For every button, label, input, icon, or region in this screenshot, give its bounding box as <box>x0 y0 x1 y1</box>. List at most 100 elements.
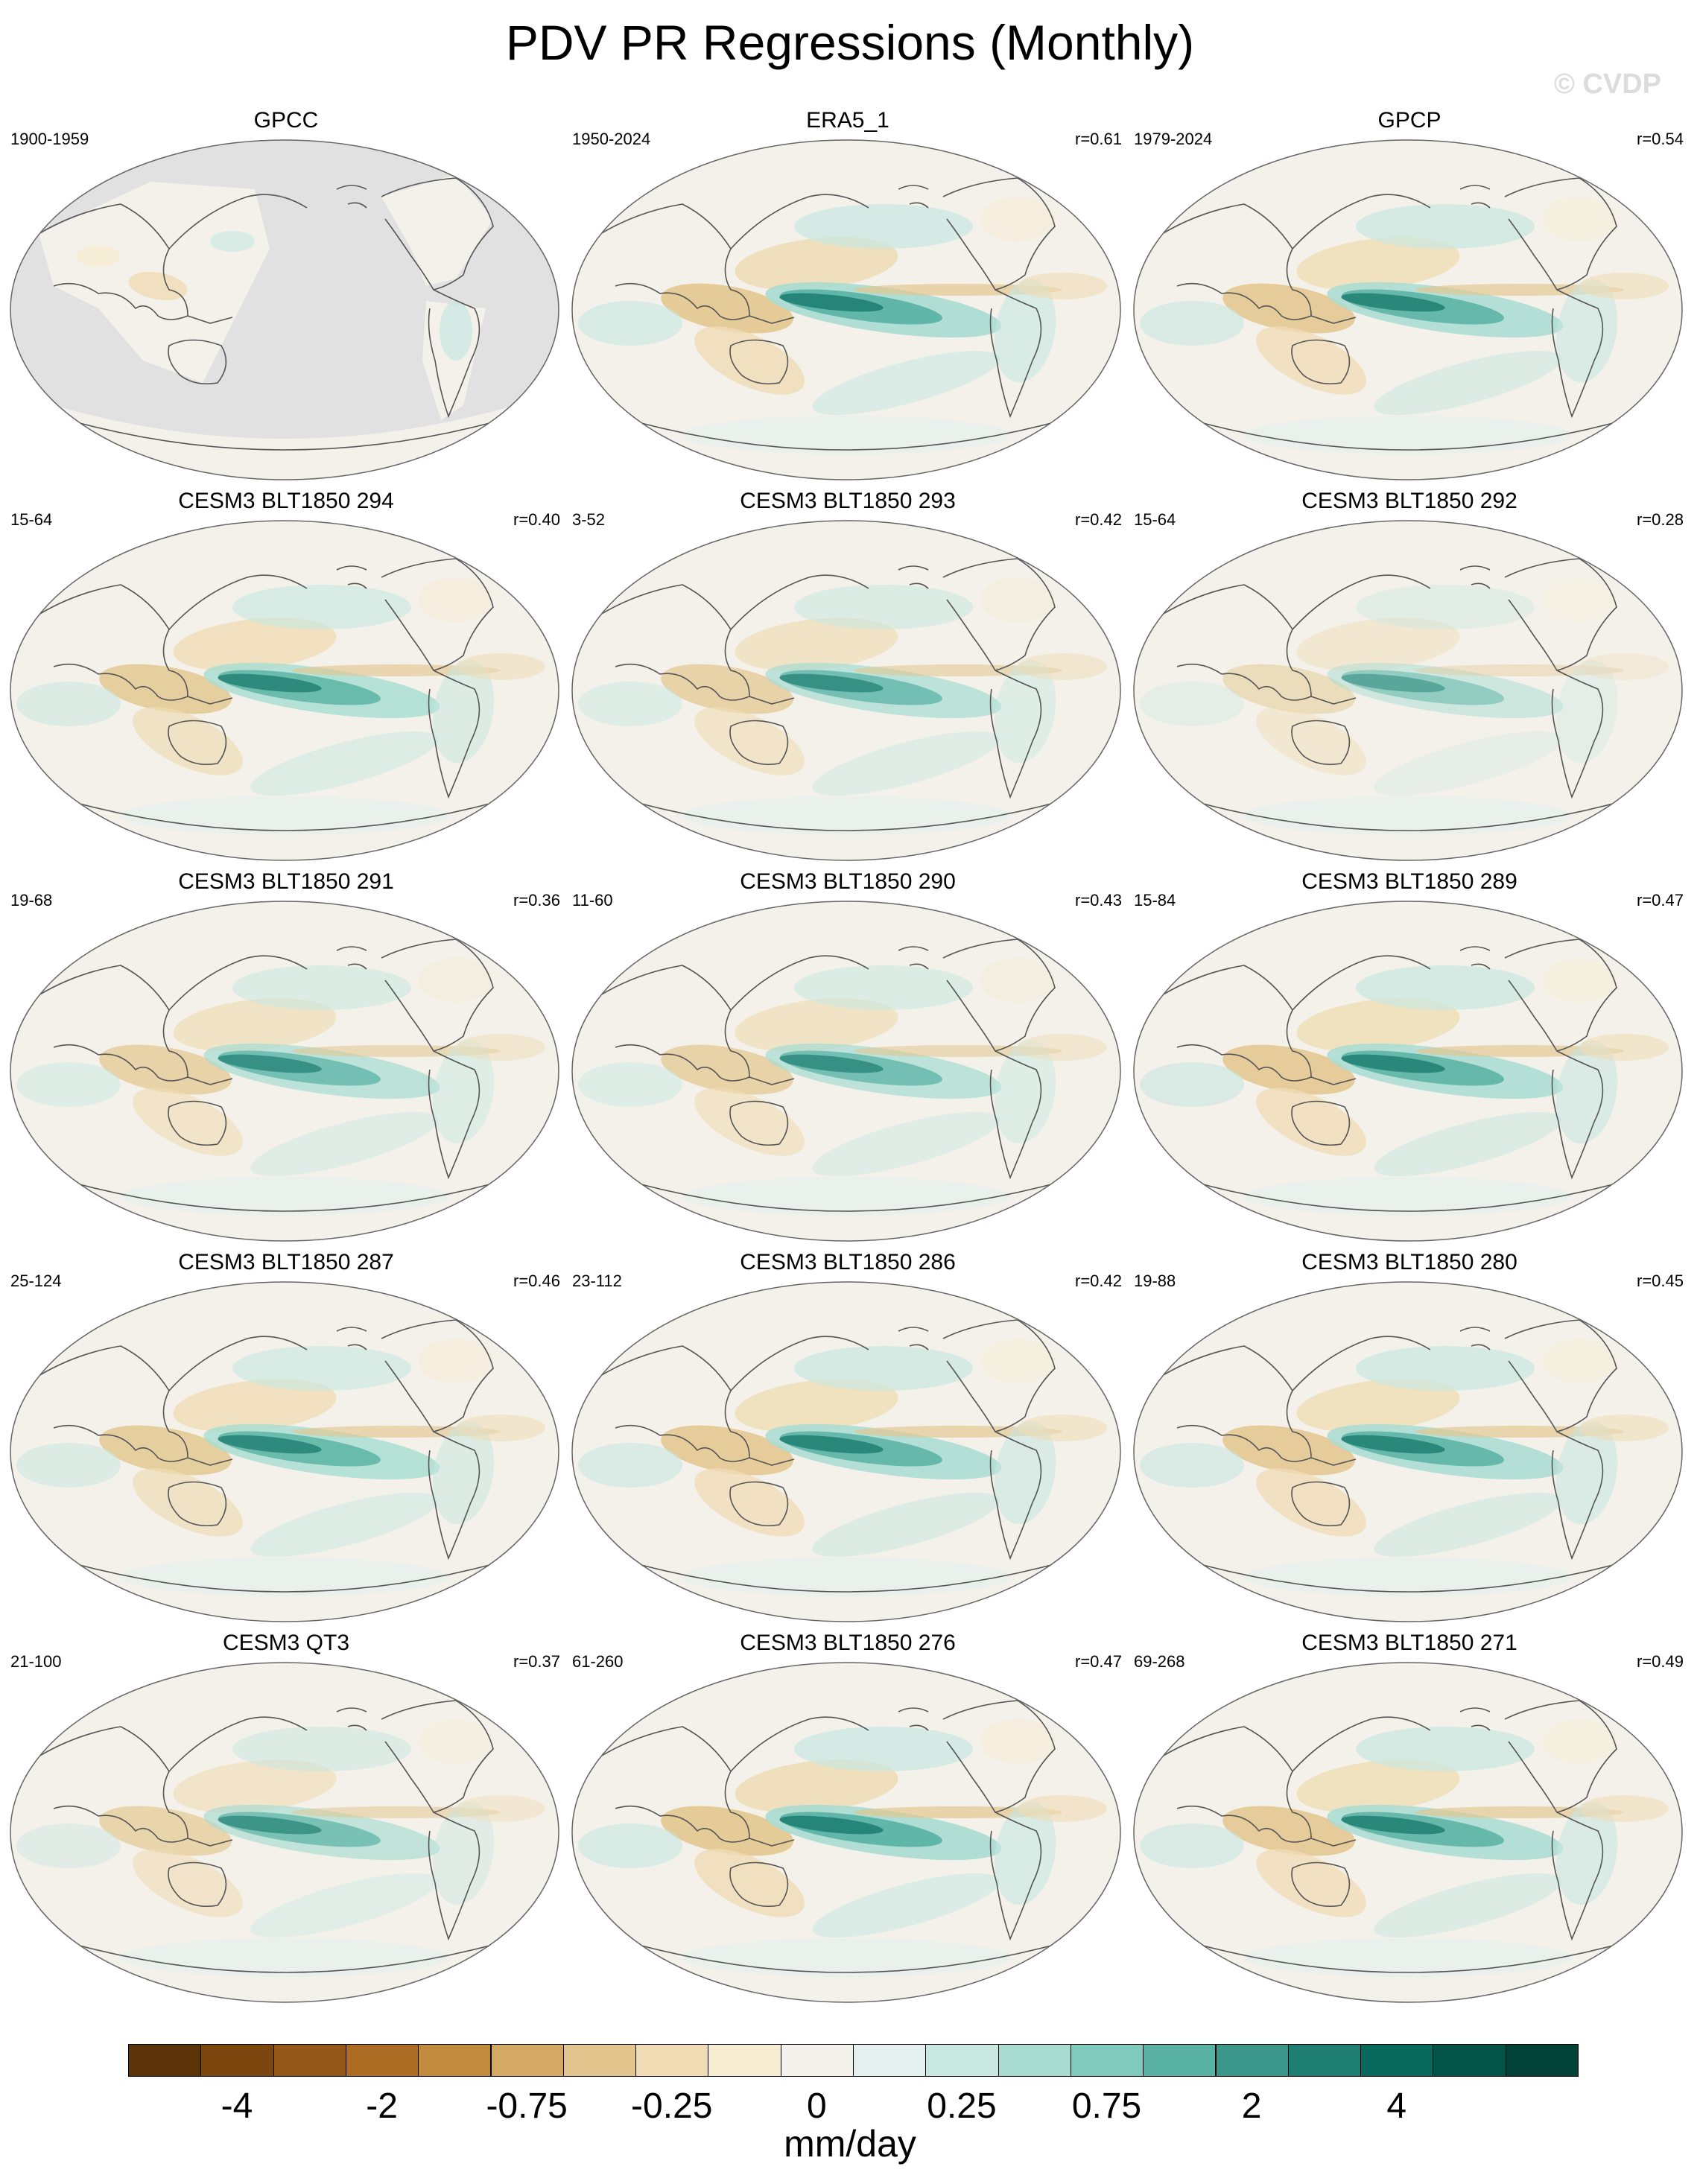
map-panel: CESM3 BLT1850 276 61-260 r=0.47 <box>571 1628 1125 2016</box>
precip-field <box>1134 1663 1682 2002</box>
map-panel: CESM3 BLT1850 291 19-68 r=0.36 <box>9 867 563 1254</box>
panel-period: 61-260 <box>572 1652 624 1671</box>
precip-field <box>572 1663 1120 2002</box>
map-panel: ERA5_1 1950-2024 r=0.61 <box>571 106 1125 493</box>
panel-title: CESM3 BLT1850 280 <box>1301 1250 1517 1274</box>
panel-period: 21-100 <box>10 1652 62 1671</box>
panel-title: CESM3 BLT1850 293 <box>740 489 956 513</box>
panel-correlation: r=0.46 <box>513 1272 560 1290</box>
panel-title: ERA5_1 <box>806 108 889 133</box>
precip-field <box>10 140 559 480</box>
panel-period: 15-64 <box>10 510 53 529</box>
panel-period: 15-84 <box>1134 891 1176 910</box>
map-border <box>1133 901 1683 1242</box>
map-panel: CESM3 BLT1850 289 15-84 r=0.47 <box>1132 867 1687 1254</box>
regression-map <box>10 139 559 480</box>
regression-map <box>1133 1662 1683 2003</box>
map-border <box>571 1662 1121 2003</box>
regression-map <box>571 901 1121 1242</box>
colorbar-box <box>1215 2044 1289 2077</box>
colorbar-box <box>345 2044 419 2077</box>
panel-title: CESM3 BLT1850 286 <box>740 1250 956 1274</box>
panel-correlation: r=0.54 <box>1637 130 1684 148</box>
colorbar-box <box>635 2044 709 2077</box>
regression-map <box>10 1281 559 1622</box>
precip-field <box>10 1663 559 2002</box>
regression-map <box>1133 901 1683 1242</box>
colorbar-tick-label: -2 <box>366 2086 398 2126</box>
map-border <box>1133 1281 1683 1622</box>
map-border <box>10 139 559 480</box>
panel-period: 1900-1959 <box>10 130 89 148</box>
colorbar-box <box>998 2044 1071 2077</box>
colorbar-box <box>780 2044 854 2077</box>
precip-field <box>10 901 559 1241</box>
regression-map <box>571 1281 1121 1622</box>
regression-map <box>571 139 1121 480</box>
map-border <box>571 520 1121 861</box>
panel-correlation: r=0.37 <box>513 1652 560 1671</box>
panel-title: CESM3 QT3 <box>222 1631 350 1655</box>
map-border <box>10 901 559 1242</box>
regression-map <box>1133 139 1683 480</box>
colorbar <box>128 2044 1579 2078</box>
colorbar-box <box>1505 2044 1579 2077</box>
map-border <box>10 1662 559 2003</box>
map-border <box>571 139 1121 480</box>
map-panel: CESM3 BLT1850 271 69-268 r=0.49 <box>1132 1628 1687 2016</box>
precip-field <box>1134 140 1682 480</box>
colorbar-box <box>273 2044 346 2077</box>
precip-field <box>572 901 1120 1241</box>
panel-correlation: r=0.61 <box>1075 130 1122 148</box>
map-panel: CESM3 BLT1850 294 15-64 r=0.40 <box>9 486 563 874</box>
map-border <box>1133 1662 1683 2003</box>
colorbar-tick-label: 4 <box>1386 2086 1407 2126</box>
panel-title: CESM3 BLT1850 291 <box>178 869 394 894</box>
colorbar-box <box>853 2044 927 2077</box>
precip-field <box>10 1282 559 1622</box>
colorbar-tick-label: 0.25 <box>927 2086 997 2126</box>
colorbar-box <box>1070 2044 1144 2077</box>
colorbar-box <box>925 2044 999 2077</box>
panel-period: 25-124 <box>10 1272 62 1290</box>
map-panel: CESM3 QT3 21-100 r=0.37 <box>9 1628 563 2016</box>
colorbar-box <box>418 2044 492 2077</box>
panel-title: CESM3 BLT1850 290 <box>740 869 956 894</box>
colorbar-tick-label: 2 <box>1241 2086 1262 2126</box>
panel-title: CESM3 BLT1850 289 <box>1301 869 1517 894</box>
precip-field <box>10 521 559 860</box>
precip-field <box>572 521 1120 860</box>
panel-correlation: r=0.28 <box>1637 510 1684 529</box>
panel-title: GPCC <box>253 108 319 133</box>
colorbar-box <box>1287 2044 1362 2077</box>
precip-field <box>1134 901 1682 1241</box>
regression-map <box>10 1662 559 2003</box>
watermark: © CVDP <box>1553 69 1661 100</box>
panel-title: CESM3 BLT1850 294 <box>178 489 394 513</box>
panel-correlation: r=0.47 <box>1075 1652 1122 1671</box>
regression-map <box>10 901 559 1242</box>
regression-map <box>571 520 1121 861</box>
panel-period: 15-64 <box>1134 510 1176 529</box>
panel-title: CESM3 BLT1850 287 <box>178 1250 394 1274</box>
panel-period: 1979-2024 <box>1134 130 1213 148</box>
colorbar-box <box>200 2044 274 2077</box>
map-border <box>1133 139 1683 480</box>
colorbar-box <box>708 2044 781 2077</box>
map-border <box>1133 520 1683 861</box>
colorbar-tick-label: -0.75 <box>486 2086 568 2126</box>
map-panel: CESM3 BLT1850 286 23-112 r=0.42 <box>571 1248 1125 1635</box>
regression-map <box>1133 520 1683 861</box>
map-border <box>571 901 1121 1242</box>
colorbar-box <box>490 2044 564 2077</box>
panel-period: 19-68 <box>10 891 53 910</box>
panel-period: 19-88 <box>1134 1272 1176 1290</box>
panel-correlation: r=0.42 <box>1075 510 1122 529</box>
colorbar-tick-label: 0 <box>806 2086 827 2126</box>
regression-map <box>571 1662 1121 2003</box>
regression-map <box>1133 1281 1683 1622</box>
regression-map <box>10 520 559 861</box>
panel-correlation: r=0.49 <box>1637 1652 1684 1671</box>
map-panel: CESM3 BLT1850 280 19-88 r=0.45 <box>1132 1248 1687 1635</box>
colorbar-box <box>1433 2044 1506 2077</box>
